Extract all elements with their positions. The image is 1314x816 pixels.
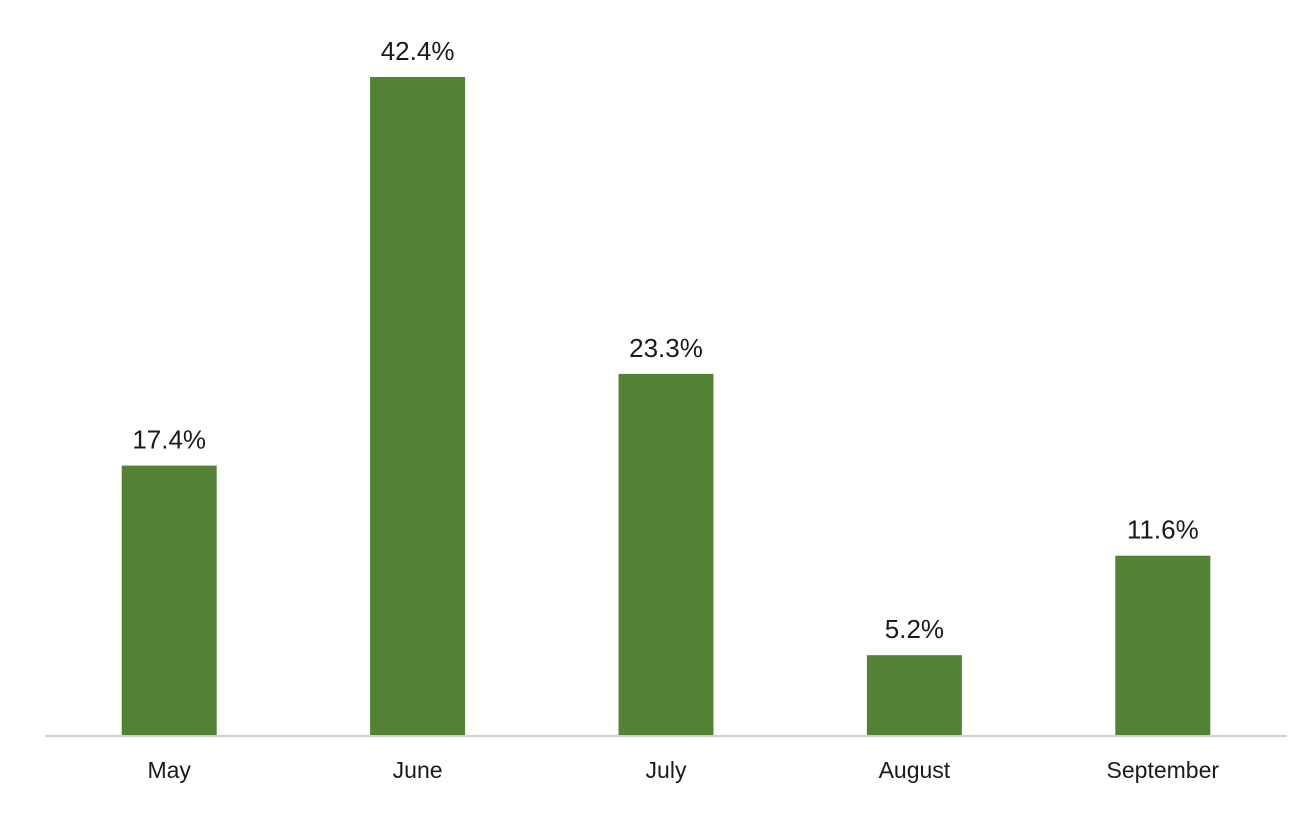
x-tick-label-june: June xyxy=(393,757,443,783)
data-label-september: 11.6% xyxy=(1127,515,1199,545)
bar-june xyxy=(370,77,466,736)
x-tick-label-august: August xyxy=(879,757,951,783)
bar-may xyxy=(121,465,217,736)
x-tick-label-september: September xyxy=(1107,757,1220,783)
bar-july xyxy=(618,373,714,736)
bar-september xyxy=(1115,555,1211,736)
data-label-june: 42.4% xyxy=(381,36,455,66)
data-label-july: 23.3% xyxy=(629,333,703,363)
data-label-may: 17.4% xyxy=(132,425,206,455)
x-tick-label-july: July xyxy=(646,757,687,783)
bars-group xyxy=(121,77,1211,736)
bar-august xyxy=(866,655,962,736)
data-label-august: 5.2% xyxy=(885,614,944,644)
data-labels-group: 17.4% 42.4% 23.3% 5.2% 11.6% xyxy=(132,36,1198,644)
x-tick-labels-group: May June July August September xyxy=(147,757,1219,783)
x-tick-label-may: May xyxy=(147,757,191,783)
